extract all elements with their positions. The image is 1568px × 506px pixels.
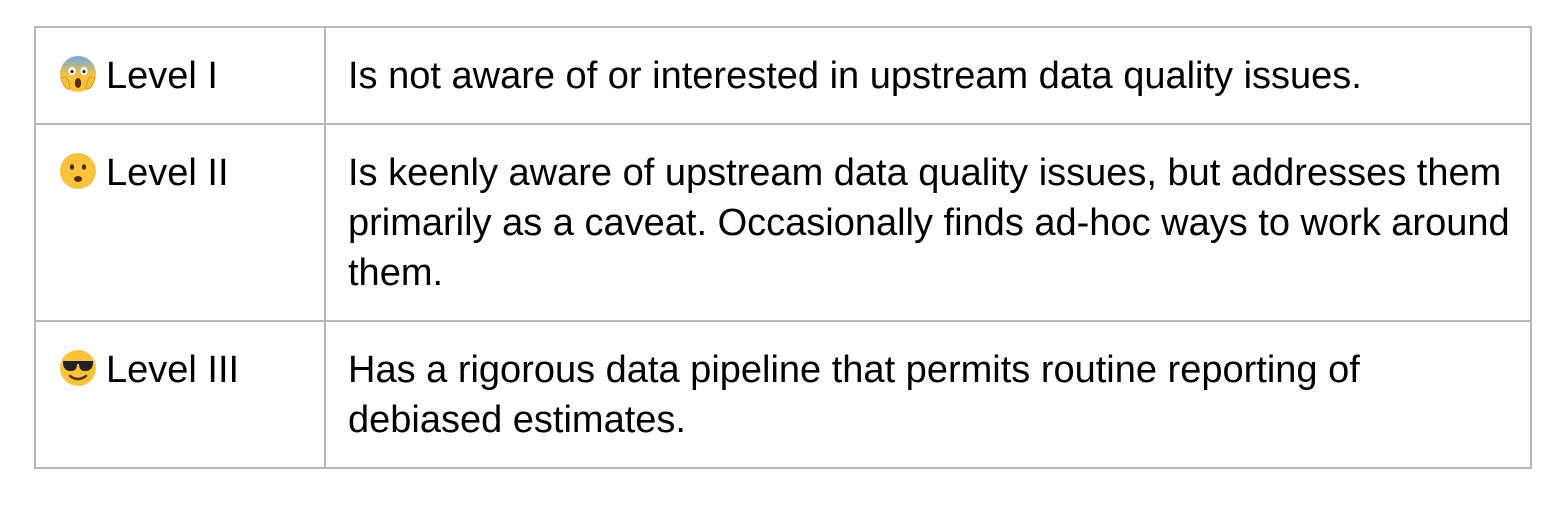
- level-cell: Level I: [34, 26, 326, 125]
- description-cell: Has a rigorous data pipeline that permit…: [324, 320, 1532, 469]
- maturity-levels-table: Level I Is not aware of or interested in…: [34, 26, 1532, 469]
- level-cell: Level II: [34, 123, 326, 322]
- table-row: Level III Has a rigorous data pipeline t…: [34, 320, 1532, 469]
- level-description: Is keenly aware of upstream data quality…: [348, 152, 1510, 294]
- level-cell: Level III: [34, 320, 326, 469]
- table-row: Level I Is not aware of or interested in…: [34, 26, 1532, 125]
- level-label: Level II: [106, 152, 229, 194]
- description-cell: Is keenly aware of upstream data quality…: [324, 123, 1532, 322]
- level-label: Level III: [106, 349, 240, 391]
- smiling-face-with-sunglasses-icon: [58, 348, 98, 388]
- level-description: Has a rigorous data pipeline that permit…: [348, 349, 1360, 441]
- level-description: Is not aware of or interested in upstrea…: [348, 55, 1362, 97]
- frowning-face-icon: [58, 151, 98, 191]
- table-row: Level II Is keenly aware of upstream dat…: [34, 123, 1532, 322]
- level-label: Level I: [106, 55, 218, 97]
- face-screaming-in-fear-icon: [58, 54, 98, 94]
- description-cell: Is not aware of or interested in upstrea…: [324, 26, 1532, 125]
